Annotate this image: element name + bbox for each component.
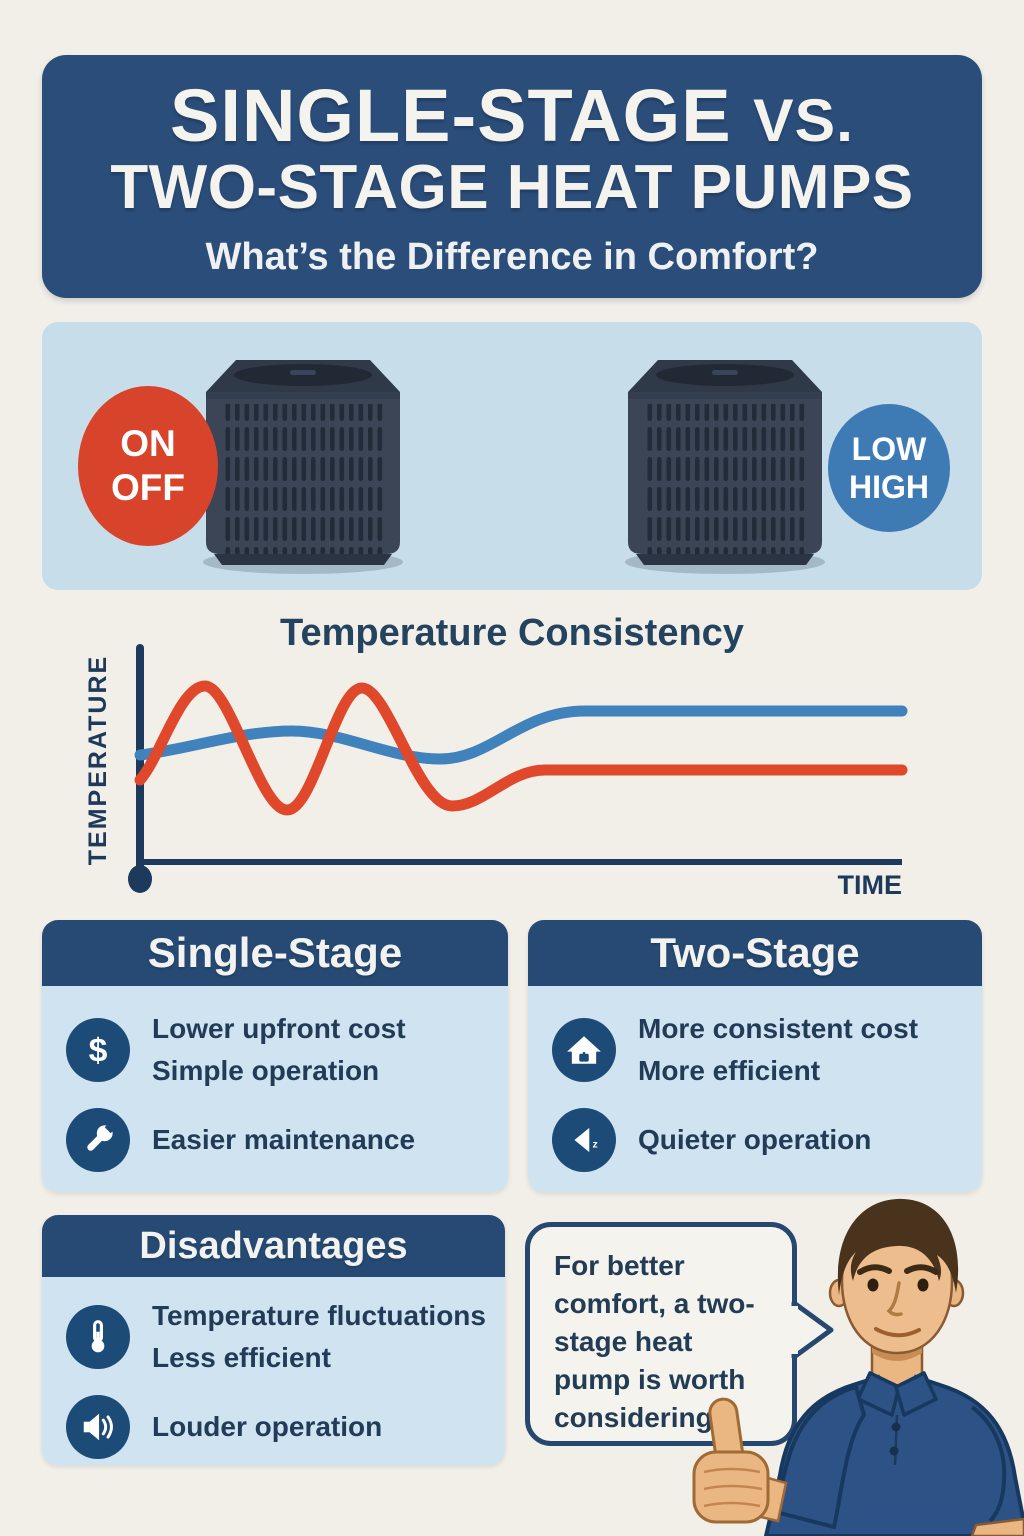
- low-label: LOW: [851, 430, 927, 467]
- low-high-badge: LOW HIGH: [828, 404, 950, 532]
- speech-bubble-tail: [791, 1300, 834, 1360]
- on-off-badge: ON OFF: [78, 386, 218, 546]
- two-stage-card: Two-Stage More consistent cost More effi…: [528, 920, 982, 1192]
- list-item: More consistent cost More efficient: [552, 1008, 962, 1092]
- technician-illustration: [692, 1198, 1024, 1536]
- y-axis-label: TEMPERATURE: [84, 655, 112, 865]
- off-label: OFF: [111, 467, 185, 508]
- disadvantage-line: Temperature fluctuations: [152, 1300, 486, 1331]
- two-stage-benefits-text: More consistent cost More efficient: [638, 1008, 918, 1092]
- house-icon: [552, 1018, 616, 1082]
- disadvantages-card-title: Disadvantages: [42, 1215, 505, 1277]
- disadvantages-card-body: Temperature fluctuations Less efficient …: [42, 1277, 505, 1465]
- benefit-line: More consistent cost: [638, 1013, 919, 1044]
- title-line1: SINGLE-STAGE VS.: [170, 78, 854, 153]
- wrench-icon: [66, 1108, 130, 1172]
- list-item: $ Lower upfront cost Simple operation: [66, 1008, 488, 1092]
- title-line1-vs: VS.: [753, 86, 854, 155]
- disadvantage-text: Temperature fluctuations Less efficient: [152, 1295, 486, 1379]
- list-item: z Quieter operation: [552, 1108, 962, 1172]
- single-stage-benefits-text: Easier maintenance: [152, 1119, 415, 1161]
- thermometer-icon: [66, 1305, 130, 1369]
- list-item: Louder operation: [66, 1395, 485, 1459]
- benefit-line: Easier maintenance: [152, 1124, 416, 1155]
- header-banner: SINGLE-STAGE VS. TWO-STAGE HEAT PUMPS Wh…: [42, 55, 982, 298]
- benefit-line: More efficient: [638, 1055, 821, 1086]
- single-stage-line: [134, 680, 908, 816]
- dollar-icon: $: [66, 1018, 130, 1082]
- disadvantage-text: Louder operation: [152, 1406, 382, 1448]
- axis-origin-dot: [128, 865, 152, 893]
- svg-text:$: $: [89, 1032, 108, 1069]
- subtitle: What’s the Difference in Comfort?: [205, 235, 819, 278]
- speaker-loud-icon: [66, 1395, 130, 1459]
- temperature-consistency-chart: TIME TEMPERATURE: [84, 644, 908, 900]
- speaker-quiet-icon: z: [552, 1108, 616, 1172]
- list-item: Easier maintenance: [66, 1108, 488, 1172]
- single-stage-card-title: Single-Stage: [42, 920, 508, 986]
- two-stage-line: [134, 705, 908, 765]
- benefit-line: Quieter operation: [638, 1124, 872, 1155]
- high-label: HIGH: [849, 469, 929, 505]
- speech-bubble: For better comfort, a two-stage heat pum…: [525, 1222, 797, 1446]
- heat-pump-unit-two-icon: [600, 334, 850, 574]
- svg-text:z: z: [592, 1138, 597, 1150]
- single-stage-card: Single-Stage $ Lower upfront cost Simple…: [42, 920, 508, 1192]
- chart-title: Temperature Consistency: [280, 612, 744, 654]
- single-stage-card-body: $ Lower upfront cost Simple operation: [42, 986, 508, 1192]
- speech-bubble-text: For better comfort, a two-stage heat pum…: [554, 1250, 755, 1434]
- list-item: Temperature fluctuations Less efficient: [66, 1295, 486, 1379]
- two-stage-benefits-text: Quieter operation: [638, 1119, 871, 1161]
- benefit-line: Lower upfront cost: [152, 1013, 406, 1044]
- on-label: ON: [120, 422, 176, 464]
- disadvantage-line: Less efficient: [152, 1342, 331, 1373]
- disadvantages-card: Disadvantages Temperature fluctuations L…: [42, 1215, 505, 1465]
- x-axis-label: TIME: [838, 870, 903, 900]
- single-stage-benefits-text: Lower upfront cost Simple operation: [152, 1008, 406, 1092]
- disadvantage-line: Louder operation: [152, 1411, 383, 1442]
- two-stage-card-body: More consistent cost More efficient z Qu…: [528, 986, 982, 1192]
- title-line2: TWO-STAGE HEAT PUMPS: [110, 152, 914, 222]
- two-stage-card-title: Two-Stage: [528, 920, 982, 986]
- benefit-line: Simple operation: [152, 1055, 380, 1086]
- title-line1-main: SINGLE-STAGE: [170, 74, 732, 158]
